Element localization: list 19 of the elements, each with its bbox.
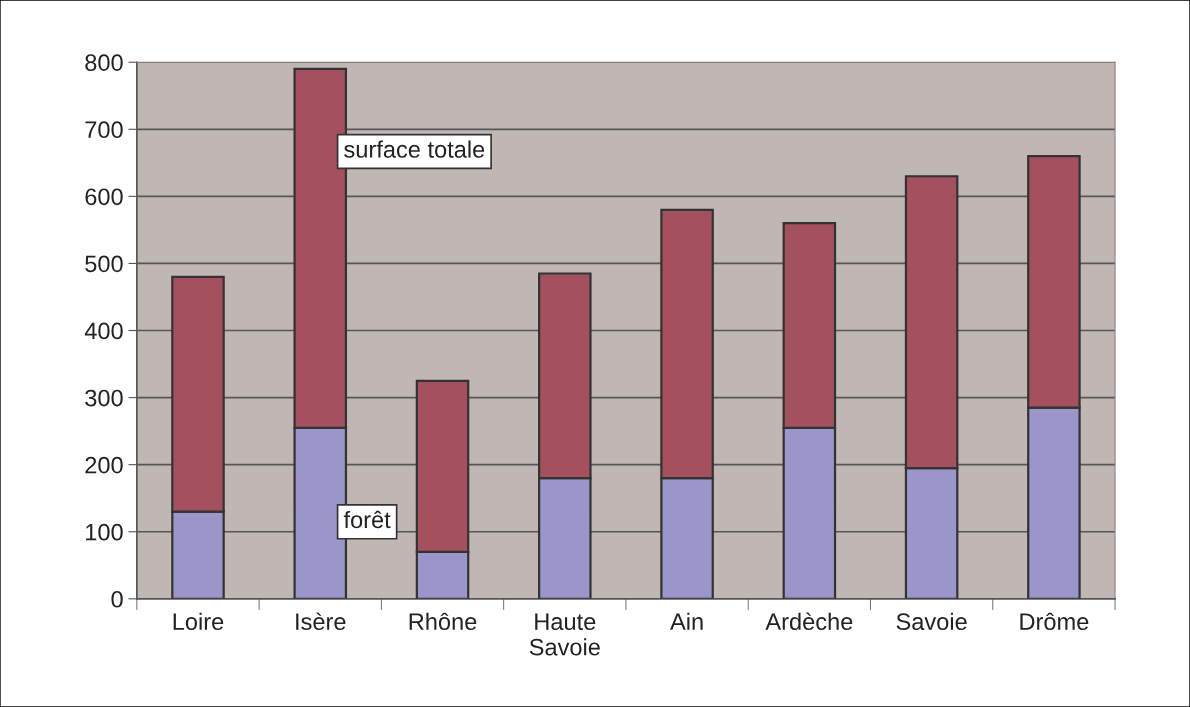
- y-tick-label: 800: [85, 54, 123, 71]
- y-tick-label: 500: [85, 255, 123, 273]
- series-label: surface totale: [344, 140, 485, 158]
- y-tick-label: 100: [86, 523, 123, 541]
- x-tick-label: Ardèche: [765, 612, 853, 631]
- y-tick-label: 300: [85, 389, 123, 407]
- y-tick-label: 600: [85, 188, 123, 206]
- y-tick-label: 0: [111, 590, 123, 608]
- x-tick-label: Loire: [173, 612, 224, 631]
- x-tick-label: Haute Savoie: [529, 613, 600, 656]
- x-tick-label: Rhône: [409, 612, 477, 631]
- x-tick-label: Ain: [670, 612, 703, 630]
- series-label: forêt: [343, 510, 391, 529]
- y-tick-label: 400: [84, 322, 123, 340]
- x-tick-label: Drôme: [1020, 612, 1089, 631]
- x-tick-label: Savoie: [896, 612, 967, 631]
- x-tick-label: Isère: [296, 612, 346, 631]
- y-tick-label: 200: [85, 456, 123, 474]
- y-tick-label: 700: [85, 121, 123, 139]
